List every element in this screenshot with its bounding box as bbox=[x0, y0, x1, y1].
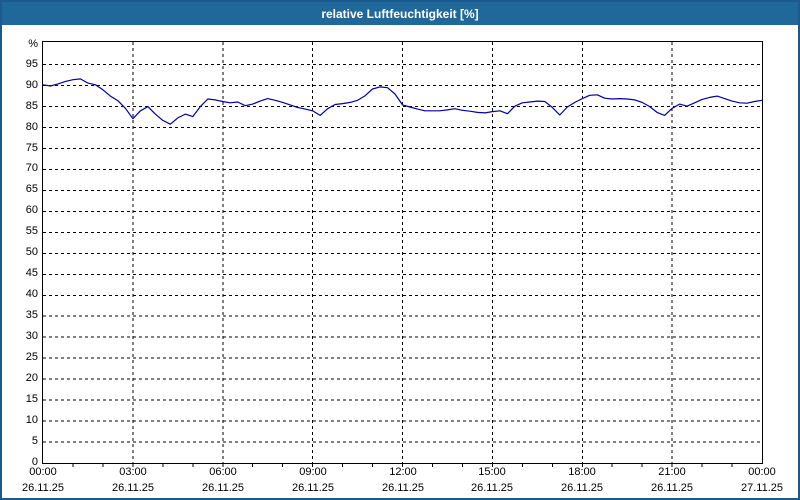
y-tick-label: 95 bbox=[25, 58, 38, 70]
y-axis-unit-label: % bbox=[28, 38, 38, 50]
x-tick-date: 26.11.25 bbox=[560, 482, 603, 494]
x-tick-label: 06:00 26.11.25 bbox=[188, 466, 258, 495]
y-tick-label: 70 bbox=[25, 162, 38, 174]
x-tick-date: 26.11.25 bbox=[291, 482, 334, 494]
x-tick-date: 26.11.25 bbox=[21, 482, 64, 494]
y-tick-label: 15 bbox=[25, 393, 38, 405]
x-tick-date: 26.11.25 bbox=[470, 482, 513, 494]
x-tick-label: 12:00 26.11.25 bbox=[368, 466, 438, 495]
y-tick-label: 90 bbox=[25, 79, 38, 91]
y-tick-label: 65 bbox=[25, 183, 38, 195]
x-tick-time: 18:00 bbox=[568, 466, 596, 478]
x-tick-time: 00:00 bbox=[29, 466, 57, 478]
x-tick-label: 09:00 26.11.25 bbox=[278, 466, 348, 495]
plot-area bbox=[42, 41, 763, 467]
y-tick-label: 5 bbox=[31, 435, 38, 447]
x-tick-label: 15:00 26.11.25 bbox=[457, 466, 527, 495]
y-tick-label: 55 bbox=[25, 225, 38, 237]
x-tick-time: 15:00 bbox=[478, 466, 506, 478]
x-tick-time: 09:00 bbox=[299, 466, 327, 478]
x-tick-label: 03:00 26.11.25 bbox=[98, 466, 168, 495]
y-tick-label: 85 bbox=[25, 100, 38, 112]
x-tick-label: 00:00 26.11.25 bbox=[8, 466, 78, 495]
y-tick-label: 30 bbox=[25, 330, 38, 342]
humidity-line bbox=[42, 78, 763, 125]
plot-svg bbox=[42, 42, 763, 467]
x-tick-label: 18:00 26.11.25 bbox=[547, 466, 617, 495]
y-tick-label: 35 bbox=[25, 309, 38, 321]
x-tick-date: 26.11.25 bbox=[111, 482, 154, 494]
y-tick-label: 80 bbox=[25, 121, 38, 133]
y-tick-label: 75 bbox=[25, 142, 38, 154]
y-tick-label: 0 bbox=[31, 456, 38, 468]
x-tick-time: 00:00 bbox=[748, 466, 776, 478]
x-tick-time: 12:00 bbox=[389, 466, 417, 478]
y-tick-label: 50 bbox=[25, 246, 38, 258]
x-tick-time: 21:00 bbox=[658, 466, 686, 478]
x-tick-label: 00:00 27.11.25 bbox=[727, 466, 797, 495]
x-tick-date: 27.11.25 bbox=[740, 482, 783, 494]
x-tick-label: 21:00 26.11.25 bbox=[637, 466, 707, 495]
x-tick-date: 26.11.25 bbox=[381, 482, 424, 494]
y-tick-label: 25 bbox=[25, 351, 38, 363]
y-tick-label: 45 bbox=[25, 267, 38, 279]
x-tick-time: 03:00 bbox=[119, 466, 147, 478]
y-tick-label: 10 bbox=[25, 414, 38, 426]
title-bar: relative Luftfeuchtigkeit [%] bbox=[2, 2, 798, 25]
x-tick-date: 26.11.25 bbox=[650, 482, 693, 494]
x-tick-time: 06:00 bbox=[209, 466, 237, 478]
y-tick-label: 20 bbox=[25, 372, 38, 384]
chart-title: relative Luftfeuchtigkeit [%] bbox=[321, 6, 479, 21]
y-tick-label: 60 bbox=[25, 204, 38, 216]
x-tick-date: 26.11.25 bbox=[201, 482, 244, 494]
y-tick-label: 40 bbox=[25, 288, 38, 300]
